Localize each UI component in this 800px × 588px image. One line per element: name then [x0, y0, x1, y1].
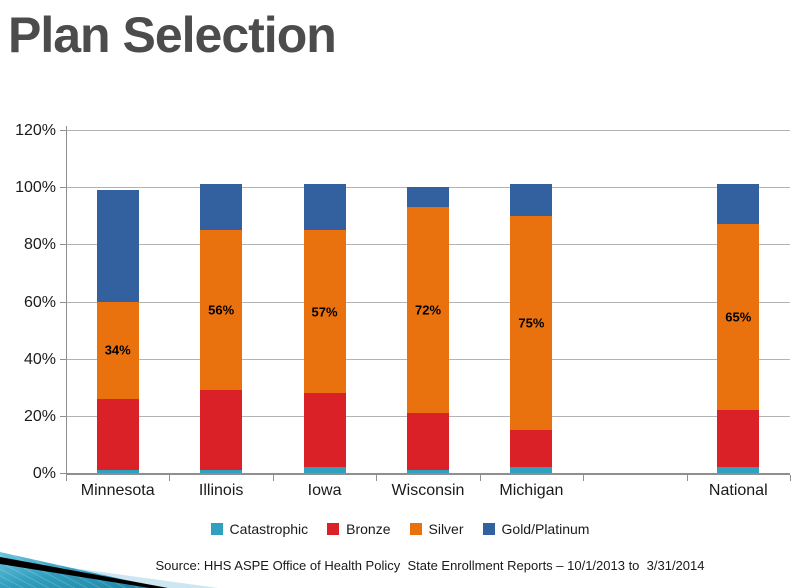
x-axis-tick: [169, 475, 171, 481]
bar-segment-gold-platinum-michigan: [510, 184, 553, 216]
x-axis-label-wisconsin: Wisconsin: [391, 482, 465, 499]
y-axis-tick: [60, 244, 66, 246]
x-axis-tick: [66, 475, 67, 481]
bar-segment-gold-platinum-wisconsin: [407, 187, 449, 208]
y-axis-label: 120%: [15, 122, 56, 140]
x-axis-label-national: National: [708, 482, 768, 499]
x-axis-tick: [583, 475, 585, 481]
y-axis-label: 20%: [23, 407, 56, 425]
legend-swatch-gold-platinum: [482, 523, 495, 535]
decoration-black-stripe: [0, 557, 168, 588]
y-axis-tick: [60, 358, 66, 360]
y-axis-tick: [60, 130, 66, 132]
bar-value-label-iowa: 57%: [311, 304, 338, 320]
y-axis-label: 40%: [23, 350, 56, 368]
x-axis-line: [66, 473, 790, 475]
bar-value-label-national: 65%: [725, 309, 752, 325]
bar-segment-silver-illinois: [200, 230, 243, 391]
x-axis-tick: [376, 475, 378, 481]
legend-label-gold-platinum: Gold/Platinum: [501, 521, 590, 537]
legend-label-catastrophic: Catastrophic: [229, 521, 309, 537]
corner-decoration-graphic: [0, 552, 218, 588]
y-axis-label: 100%: [15, 179, 56, 197]
legend-label-silver: Silver: [428, 521, 464, 537]
x-axis-label-illinois: Illinois: [198, 482, 244, 499]
bar-segment-gold-platinum-minnesota: [96, 190, 139, 302]
bar-segment-catastrophic-michigan: [510, 467, 553, 473]
x-axis-tick: [686, 475, 688, 481]
y-axis-label: 0%: [32, 465, 56, 482]
bar-segment-silver-wisconsin: [407, 207, 449, 413]
bar-segment-bronze-minnesota: [96, 398, 139, 471]
legend-item-silver: Silver: [409, 521, 464, 537]
y-axis-tick: [60, 415, 66, 417]
y-axis-label: 80%: [23, 236, 56, 254]
decoration-teal-stripes: [0, 552, 162, 588]
x-axis-label-michigan: Michigan: [499, 482, 564, 499]
y-axis-label: 60%: [23, 293, 56, 311]
bar-segment-silver-iowa: [303, 230, 346, 393]
x-axis-tick: [790, 475, 791, 481]
x-axis-label-iowa: Iowa: [307, 482, 342, 499]
bar-segment-silver-national: [717, 224, 760, 411]
bar-segment-catastrophic-illinois: [200, 470, 243, 473]
bar-segment-bronze-michigan: [510, 430, 553, 468]
bar-segment-bronze-illinois: [200, 390, 243, 471]
bar-segment-catastrophic-national: [717, 467, 760, 473]
source-note: Source: HHS ASPE Office of Health Policy…: [155, 558, 705, 573]
bar-segment-gold-platinum-iowa: [303, 184, 346, 231]
x-axis-tick: [272, 475, 274, 481]
y-axis-tick: [60, 187, 66, 189]
bar-segment-gold-platinum-illinois: [200, 184, 243, 231]
bar-segment-bronze-iowa: [303, 393, 346, 468]
legend-label-bronze: Bronze: [346, 521, 391, 537]
bar-segment-bronze-national: [717, 410, 760, 468]
x-axis-tick: [479, 475, 481, 481]
bar-segment-catastrophic-wisconsin: [407, 470, 449, 473]
bar-value-label-minnesota: 34%: [104, 342, 131, 358]
bar-segment-gold-platinum-national: [717, 184, 760, 225]
legend-swatch-catastrophic: [210, 523, 223, 535]
bar-value-label-michigan: 75%: [518, 315, 545, 331]
y-axis-line: [66, 126, 67, 475]
legend-swatch-bronze: [327, 523, 340, 535]
bar-segment-catastrophic-minnesota: [96, 470, 139, 473]
y-axis-tick: [60, 473, 66, 474]
y-axis-tick: [60, 301, 66, 303]
bar-value-label-wisconsin: 72%: [414, 302, 442, 318]
slide-title: Plan Selection: [8, 7, 337, 63]
bar-segment-catastrophic-iowa: [303, 467, 346, 473]
legend-swatch-silver: [409, 523, 422, 535]
legend-item-catastrophic: Catastrophic: [210, 521, 309, 537]
gridline-120: [66, 130, 790, 132]
chart-legend: Catastrophic Bronze Silver Gold/Platinum: [0, 521, 800, 537]
legend-item-bronze: Bronze: [327, 521, 391, 537]
legend-item-gold-platinum: Gold/Platinum: [482, 521, 590, 537]
bar-segment-bronze-wisconsin: [407, 413, 449, 471]
bar-value-label-illinois: 56%: [208, 302, 235, 318]
bar-segment-silver-michigan: [510, 215, 553, 431]
x-axis-label-minnesota: Minnesota: [80, 482, 155, 499]
bar-segment-silver-minnesota: [96, 301, 139, 399]
